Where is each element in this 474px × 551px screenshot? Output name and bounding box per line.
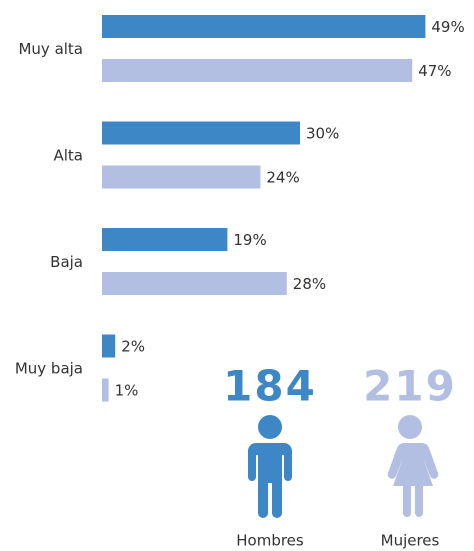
value-label: 1% (115, 382, 139, 400)
value-label: 28% (293, 275, 326, 293)
legend-label: Mujeres (381, 532, 440, 550)
bar (102, 228, 228, 251)
value-label: 2% (121, 338, 145, 356)
count: 219 (363, 362, 457, 411)
value-label: 24% (266, 169, 299, 187)
value-label: 19% (233, 231, 266, 249)
bar (102, 59, 413, 82)
category-label: Muy alta (18, 40, 83, 58)
legend-label: Hombres (236, 532, 304, 550)
category-label: Baja (50, 253, 83, 271)
bar (102, 15, 426, 38)
value-label: 47% (418, 62, 451, 80)
bar (102, 334, 116, 358)
bar (102, 272, 287, 295)
value-label: 30% (306, 125, 339, 143)
value-label: 49% (431, 18, 464, 36)
count: 184 (223, 362, 317, 411)
bar (102, 378, 109, 402)
category-label: Muy baja (15, 360, 83, 378)
man-icon (248, 415, 292, 518)
bar (102, 165, 261, 189)
woman-icon (387, 415, 439, 517)
bar (102, 121, 300, 145)
category-label: Alta (53, 147, 83, 165)
